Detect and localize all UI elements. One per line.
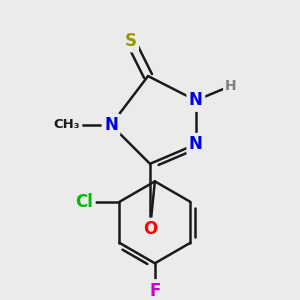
- Text: S: S: [124, 32, 136, 50]
- Text: Cl: Cl: [75, 193, 93, 211]
- Text: CH₃: CH₃: [54, 118, 80, 131]
- Text: O: O: [143, 220, 157, 238]
- Text: N: N: [189, 92, 203, 110]
- Text: F: F: [149, 282, 160, 300]
- Text: N: N: [189, 135, 203, 153]
- Text: H: H: [225, 79, 237, 93]
- Text: N: N: [104, 116, 118, 134]
